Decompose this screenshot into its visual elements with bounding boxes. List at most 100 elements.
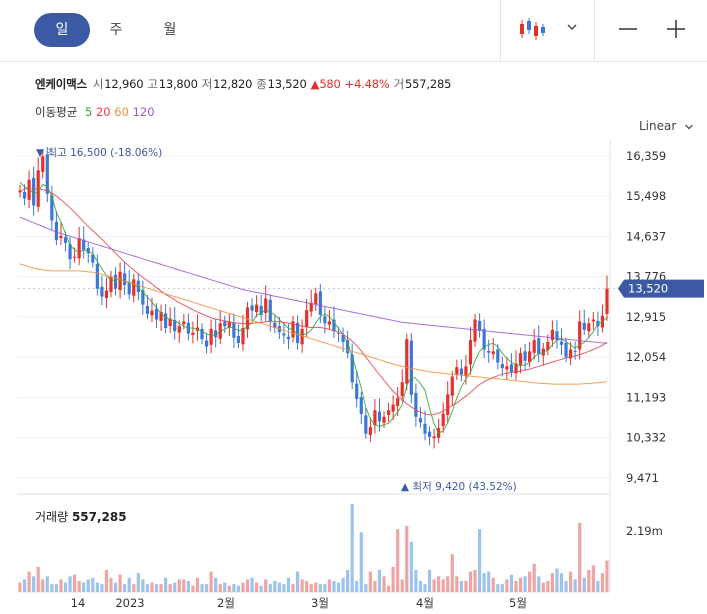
chevron-down-icon[interactable] bbox=[565, 20, 579, 34]
volume-bar bbox=[45, 576, 49, 592]
ma-label: 이동평균 bbox=[35, 105, 78, 119]
candle-body bbox=[318, 291, 322, 315]
volume-bar bbox=[377, 570, 382, 592]
candle-body bbox=[341, 334, 345, 342]
volume-bar bbox=[578, 522, 582, 592]
candle-body bbox=[204, 340, 209, 347]
volume-bar bbox=[59, 579, 63, 592]
candle-body bbox=[145, 305, 150, 314]
volume-bar bbox=[141, 579, 145, 592]
volume-bar bbox=[218, 584, 222, 592]
volume-bar bbox=[482, 573, 486, 592]
volume-panel-title: 거래량 bbox=[35, 510, 69, 524]
chart-toolbar: 일 주 월 bbox=[0, 0, 707, 62]
volume-bar bbox=[164, 577, 168, 592]
volume-bar bbox=[423, 584, 427, 592]
scale-toggle-label: Linear bbox=[639, 119, 677, 133]
ma-20-line bbox=[19, 188, 608, 416]
volume-bar bbox=[573, 579, 577, 592]
ma-20-legend: 20 bbox=[95, 105, 111, 119]
volume-bar bbox=[68, 576, 72, 592]
volume-bar bbox=[528, 571, 532, 592]
volume-bar bbox=[450, 554, 454, 592]
volume-bar bbox=[22, 579, 27, 592]
volume-bar bbox=[159, 584, 163, 592]
candle-body bbox=[250, 305, 254, 311]
candle-body bbox=[532, 340, 536, 353]
candle-body bbox=[168, 318, 172, 327]
volume-bar bbox=[295, 571, 300, 592]
volume-bar bbox=[82, 582, 86, 592]
volume-bar bbox=[232, 584, 236, 592]
candle-body bbox=[223, 321, 227, 327]
volume-bar bbox=[496, 584, 500, 592]
candle-body bbox=[596, 320, 600, 327]
volume-bar bbox=[396, 529, 400, 592]
y-tick-label: 14,637 bbox=[626, 229, 666, 243]
candle-body bbox=[305, 310, 309, 328]
ma-5-legend: 5 bbox=[84, 105, 93, 119]
candle-body bbox=[273, 322, 277, 328]
volume-bar bbox=[518, 577, 523, 592]
ma-5-line bbox=[19, 181, 608, 434]
tab-daily[interactable]: 일 bbox=[34, 13, 90, 47]
y-tick-label: 9,471 bbox=[626, 471, 659, 485]
ma-120-line bbox=[19, 216, 608, 344]
candle-body bbox=[605, 288, 609, 314]
volume-bar bbox=[559, 573, 564, 592]
candle-body bbox=[350, 354, 354, 383]
minus-icon[interactable] bbox=[615, 16, 641, 42]
volume-bar bbox=[282, 584, 286, 592]
candle-body bbox=[509, 364, 514, 372]
volume-bar bbox=[241, 582, 245, 592]
volume-bar bbox=[405, 526, 409, 592]
candlestick-icon[interactable] bbox=[516, 16, 546, 42]
candle-body bbox=[518, 353, 523, 365]
volume-axis-tick: 2.19m bbox=[626, 524, 663, 538]
close-label: 종 bbox=[256, 77, 267, 91]
tab-monthly[interactable]: 월 bbox=[163, 22, 177, 38]
candle-body bbox=[468, 340, 473, 365]
volume-bar bbox=[145, 584, 150, 592]
volume-bar bbox=[204, 584, 209, 592]
candle-body bbox=[104, 290, 109, 299]
volume-bar bbox=[127, 577, 131, 592]
volume-bar bbox=[346, 570, 350, 592]
candle-body bbox=[582, 322, 586, 330]
volume-bar bbox=[386, 585, 391, 592]
volume-label: 거 bbox=[393, 77, 405, 91]
volume-bar bbox=[36, 566, 40, 592]
volume-bar bbox=[555, 568, 559, 592]
candle-body bbox=[578, 321, 582, 350]
candle-body bbox=[482, 328, 486, 350]
volume-bar bbox=[191, 585, 195, 592]
candle-body bbox=[414, 392, 418, 417]
candle-body bbox=[386, 410, 391, 415]
candle-body bbox=[282, 333, 286, 336]
candle-body bbox=[164, 313, 168, 328]
volume-bar bbox=[73, 574, 77, 592]
candle-body bbox=[491, 351, 495, 355]
volume-bar bbox=[86, 579, 90, 592]
scale-toggle[interactable]: Linear bbox=[639, 119, 694, 133]
volume-bar bbox=[537, 576, 541, 592]
candle-body bbox=[355, 383, 359, 400]
current-price-tag bbox=[618, 279, 704, 298]
plus-icon[interactable] bbox=[663, 16, 689, 42]
candle-body bbox=[368, 427, 372, 436]
candle-body bbox=[550, 329, 554, 341]
volume-bar bbox=[54, 584, 59, 592]
volume-bar bbox=[123, 584, 127, 592]
x-tick-label: 4월 bbox=[416, 596, 434, 610]
tab-weekly[interactable]: 주 bbox=[109, 22, 123, 38]
stock-name: 엔케이맥스 bbox=[35, 77, 87, 91]
candle-body bbox=[400, 382, 404, 397]
high-value: 13,800 bbox=[158, 77, 198, 91]
candle-body bbox=[214, 330, 218, 338]
y-tick-label: 12,054 bbox=[626, 350, 666, 364]
candle-body bbox=[82, 239, 86, 250]
toolbar-divider bbox=[594, 0, 595, 62]
volume-bar bbox=[132, 584, 136, 592]
candle-body bbox=[218, 323, 222, 339]
